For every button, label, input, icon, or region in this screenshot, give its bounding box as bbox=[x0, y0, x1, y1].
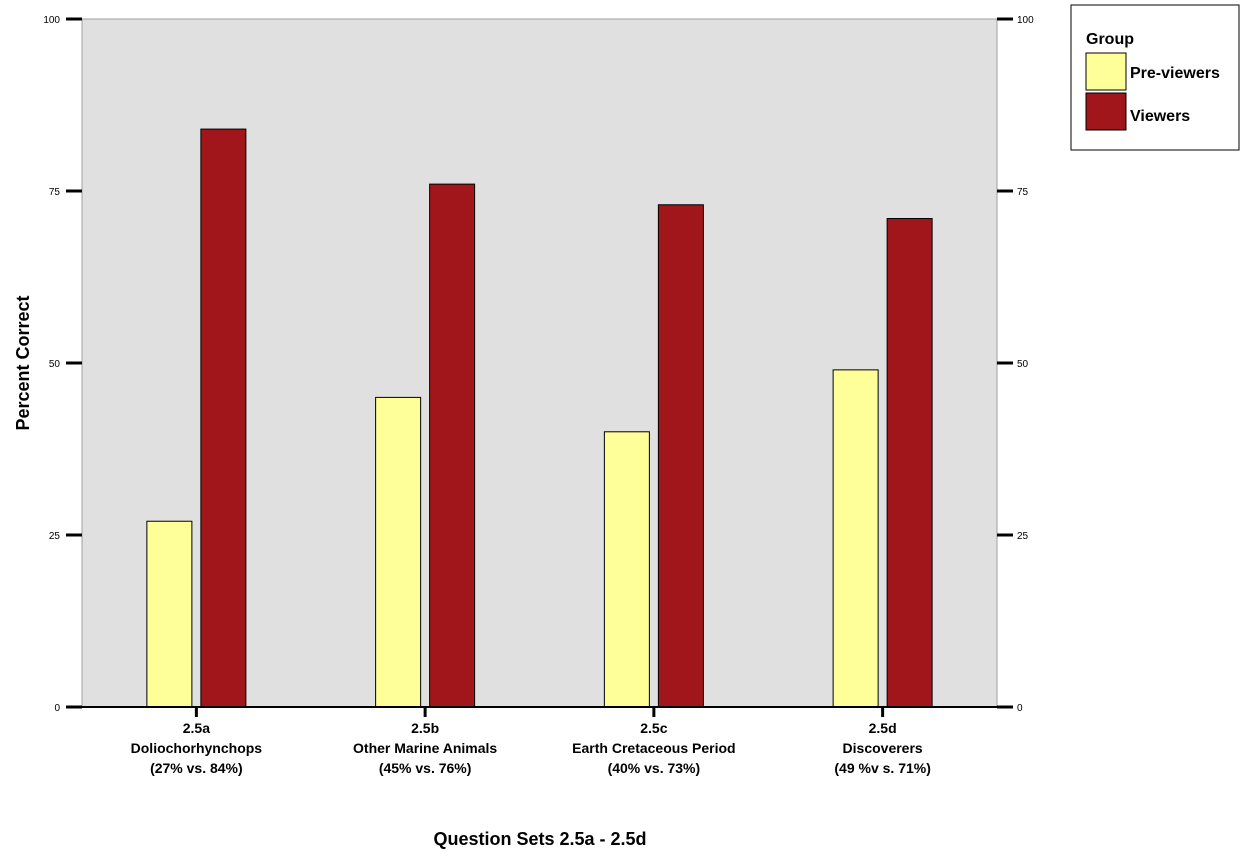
legend-label-pre-viewers: Pre-viewers bbox=[1130, 65, 1220, 82]
y-tick-label-left-100: 100 bbox=[43, 15, 60, 26]
category-label-25c-line1: 2.5c bbox=[640, 720, 667, 736]
category-label-25a-line1: 2.5a bbox=[183, 720, 210, 736]
category-label-25a-line2: Doliochorhynchops bbox=[131, 740, 263, 756]
bar-viewers-25b bbox=[429, 183, 476, 708]
bar-pre-viewers-25c bbox=[603, 431, 650, 708]
category-label-25d-line1: 2.5d bbox=[869, 720, 897, 736]
category-labels-group: 2.5a Doliochorhynchops (27% vs. 84%) 2.5b Ot… bbox=[131, 707, 931, 776]
bar-pre-viewers-25b bbox=[375, 396, 422, 708]
bar-viewers-25d bbox=[886, 218, 933, 708]
y-axis-title: Percent Correct bbox=[13, 295, 33, 430]
category-label-25b-line2: Other Marine Animals bbox=[353, 740, 497, 756]
category-label-25d-line2: Discoverers bbox=[843, 740, 923, 756]
category-label-25c-line2: Earth Cretaceous Period bbox=[572, 740, 735, 756]
legend-swatch-pre-viewers bbox=[1085, 52, 1127, 91]
legend-label-viewers: Viewers bbox=[1130, 108, 1190, 125]
bar-pre-viewers-25a bbox=[146, 520, 193, 708]
bar-viewers-25c bbox=[657, 204, 704, 708]
y-tick-label-left-25: 25 bbox=[49, 531, 61, 542]
x-axis-title: Question Sets 2.5a - 2.5d bbox=[433, 829, 646, 849]
y-tick-label-left-75: 75 bbox=[49, 187, 61, 198]
bars-group bbox=[146, 128, 933, 708]
axes-group: 0 0 25 25 50 50 75 75 100 100 bbox=[43, 15, 1034, 714]
y-tick-label-right-25: 25 bbox=[1017, 531, 1029, 542]
category-label-25d-line3: (49 %v s. 71%) bbox=[834, 760, 931, 776]
y-tick-label-right-0: 0 bbox=[1017, 703, 1023, 714]
y-tick-label-right-100: 100 bbox=[1017, 15, 1034, 26]
category-label-25b-line1: 2.5b bbox=[411, 720, 439, 736]
bar-pre-viewers-25d bbox=[832, 369, 879, 708]
y-tick-label-left-50: 50 bbox=[49, 359, 61, 370]
legend: Group Pre-viewers Viewers bbox=[1070, 4, 1240, 151]
category-label-25a-line3: (27% vs. 84%) bbox=[150, 760, 243, 776]
category-label-25c-line3: (40% vs. 73%) bbox=[608, 760, 701, 776]
y-tick-label-left-0: 0 bbox=[54, 703, 60, 714]
bar-viewers-25a bbox=[200, 128, 247, 708]
category-label-25b-line3: (45% vs. 76%) bbox=[379, 760, 472, 776]
y-tick-label-right-50: 50 bbox=[1017, 359, 1029, 370]
y-tick-label-right-75: 75 bbox=[1017, 187, 1029, 198]
legend-swatch-viewers bbox=[1085, 92, 1127, 131]
legend-title: Group bbox=[1086, 31, 1134, 48]
